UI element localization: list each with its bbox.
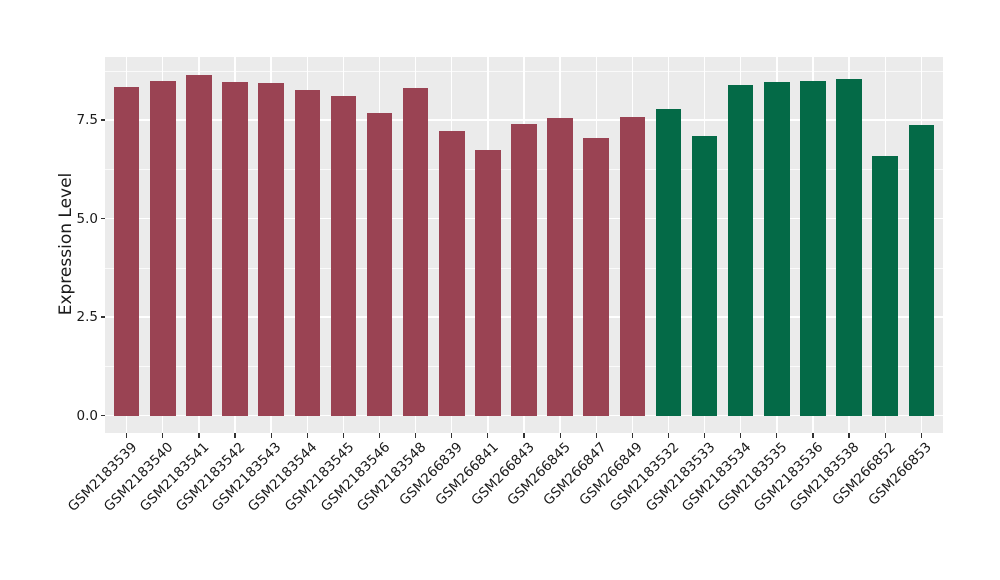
bar <box>475 149 501 416</box>
bar <box>113 87 140 416</box>
bar <box>727 85 754 416</box>
x-tick-mark <box>704 433 706 438</box>
x-tick-mark <box>559 433 561 438</box>
y-axis-title: Expression Level <box>56 172 76 316</box>
bar <box>511 124 537 416</box>
bar <box>764 81 790 416</box>
y-tick-label: 0.0 <box>76 407 98 424</box>
bar <box>330 95 357 416</box>
x-tick-mark <box>812 433 814 438</box>
x-tick-mark <box>198 433 200 438</box>
x-tick-mark <box>234 433 236 438</box>
x-tick-mark <box>776 433 778 438</box>
bar <box>258 83 284 416</box>
x-tick-mark <box>848 433 850 438</box>
bar <box>222 82 248 416</box>
x-tick-mark <box>415 433 417 438</box>
x-tick-mark <box>595 433 597 438</box>
bar <box>655 109 682 416</box>
x-tick-mark <box>378 433 381 438</box>
x-tick-mark <box>631 433 633 438</box>
y-tick-mark <box>101 415 105 417</box>
bar <box>186 74 212 416</box>
bar <box>908 125 935 416</box>
bar <box>402 88 429 416</box>
plot-panel <box>105 57 943 433</box>
bar <box>583 138 609 416</box>
x-tick-mark <box>306 433 308 438</box>
x-tick-mark <box>162 433 164 438</box>
bar <box>836 79 862 416</box>
x-tick-mark <box>487 433 489 438</box>
y-tick-mark <box>101 316 105 318</box>
bar <box>547 117 573 416</box>
x-tick-mark <box>126 433 128 438</box>
y-tick-label: 5.0 <box>76 210 98 227</box>
y-tick-mark <box>101 217 105 220</box>
bar <box>800 80 826 416</box>
x-tick-mark <box>523 433 525 438</box>
bar <box>691 135 718 416</box>
bar <box>366 113 393 416</box>
y-tick-mark <box>101 119 105 121</box>
bar <box>294 90 321 416</box>
bar <box>619 116 646 416</box>
x-tick-mark <box>884 433 886 438</box>
x-tick-mark <box>740 433 742 438</box>
bar <box>872 155 898 416</box>
bar <box>439 131 465 416</box>
x-tick-mark <box>451 433 453 438</box>
bar <box>150 80 176 416</box>
y-tick-label: 7.5 <box>76 111 98 128</box>
y-tick-label: 2.5 <box>76 309 98 326</box>
x-tick-mark <box>920 433 922 438</box>
x-tick-mark <box>667 433 670 438</box>
x-tick-mark <box>342 433 344 438</box>
x-tick-mark <box>270 433 272 438</box>
